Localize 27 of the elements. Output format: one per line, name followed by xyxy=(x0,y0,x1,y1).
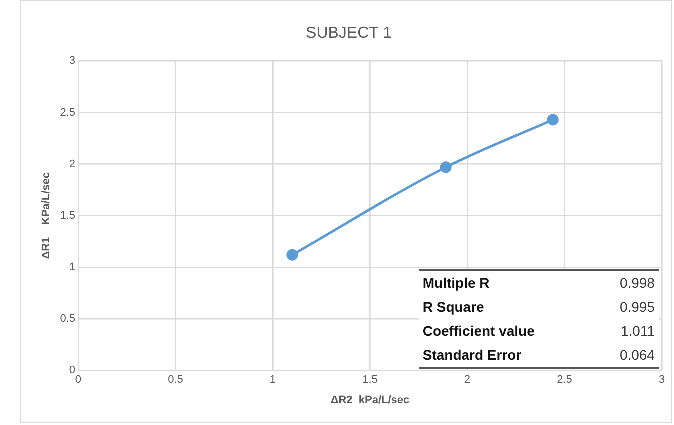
annotation: R Square xyxy=(422,298,486,317)
y-tick-label: 3 xyxy=(69,55,76,68)
annotation: Coefficient value xyxy=(422,322,536,341)
x-tick-label: 2 xyxy=(464,374,471,386)
point xyxy=(547,114,559,126)
y-tick-label: 0.5 xyxy=(60,313,76,326)
annotation: 1.011 xyxy=(620,322,656,341)
y-tick-label: 2.5 xyxy=(60,106,76,119)
x-axis-title: ΔR2 kPa/L/sec xyxy=(330,394,410,406)
annotation: Standard Error xyxy=(422,346,523,365)
x-tick-label: 1 xyxy=(270,374,276,386)
annotation: 0.995 xyxy=(618,298,656,317)
y-tick-label: 1 xyxy=(69,262,76,274)
y-tick-label: 0 xyxy=(69,364,76,377)
x-tick-label: 2.5 xyxy=(557,374,572,386)
point xyxy=(440,162,452,174)
y-tick-label: 2 xyxy=(69,158,76,170)
y-tick-label: 1.5 xyxy=(60,210,76,222)
point xyxy=(286,249,298,261)
annotation: 0.998 xyxy=(618,274,656,293)
annotation: Multiple R xyxy=(422,274,491,293)
x-tick-label: 3 xyxy=(658,374,666,386)
x-tick-label: 0.5 xyxy=(168,374,184,386)
chart-title: SUBJECT 1 xyxy=(306,25,392,42)
x-tick-label: 1.5 xyxy=(362,374,378,386)
annotation: 0.064 xyxy=(618,346,656,365)
y-axis-title: ΔR1 KPa/L/sec xyxy=(40,172,53,260)
